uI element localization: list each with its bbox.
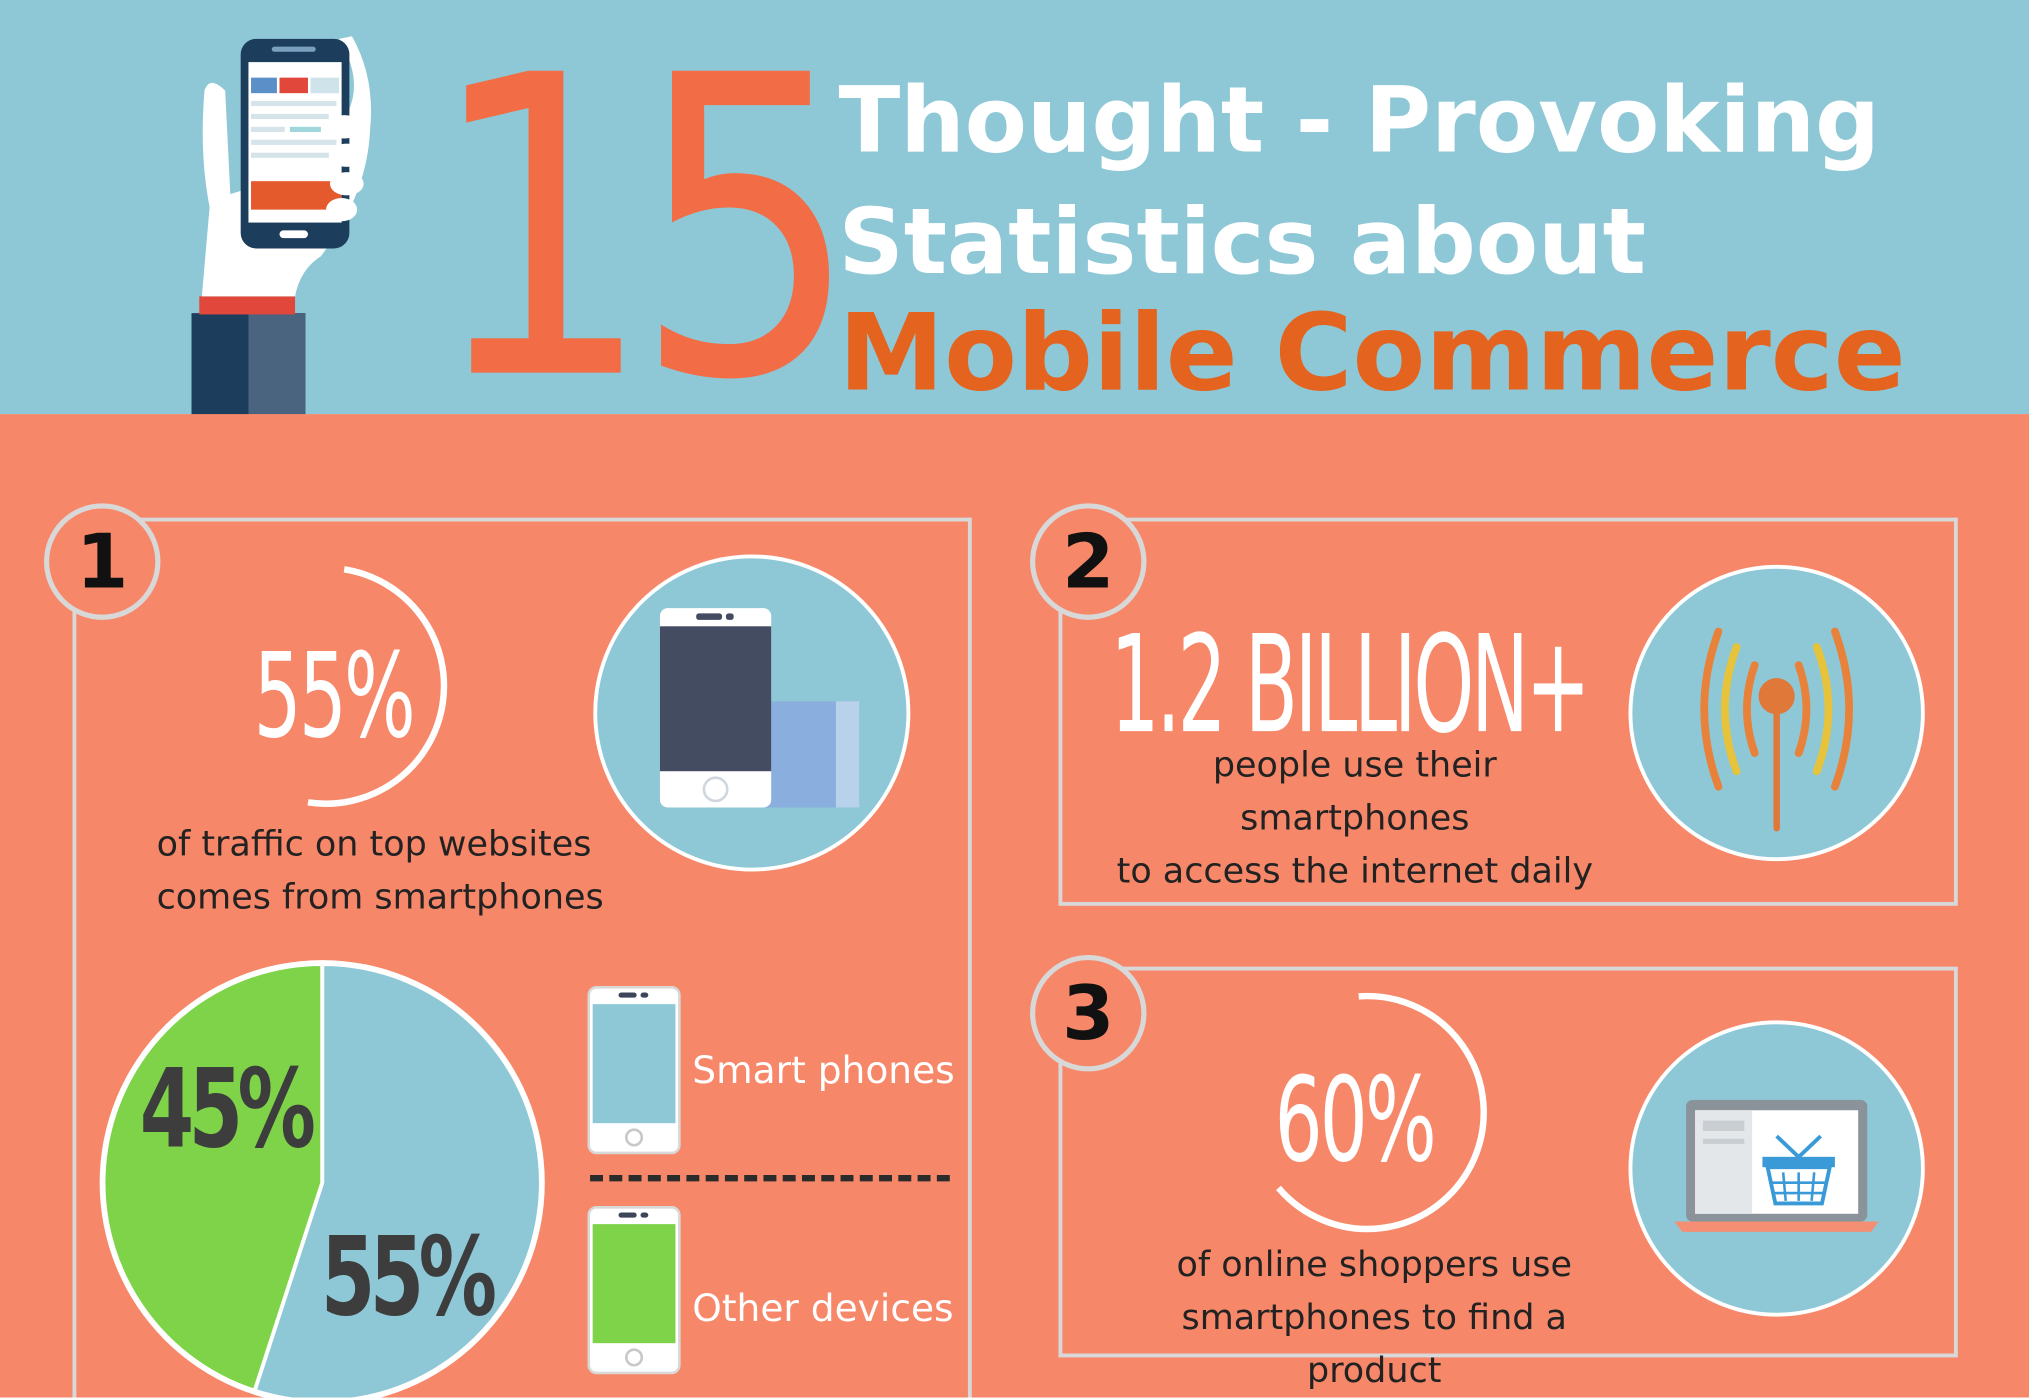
stat-description-2-line-1: people use their smartphones bbox=[1212, 745, 1497, 839]
progress-ring-3 bbox=[1276, 992, 1487, 1233]
stat-description-1-line-1: of traffic on top websites bbox=[156, 824, 592, 865]
headline-number: 15 bbox=[427, 0, 860, 472]
stat-panel-3 bbox=[1058, 966, 1958, 1358]
header-banner: 15 Thought - Provoking Statistics about … bbox=[0, 0, 2029, 437]
stat-description-2-line-2: to access the internet daily bbox=[1116, 851, 1594, 892]
pie-label-smartphones: 55% bbox=[320, 1213, 497, 1341]
stat-description-3: of online shoppers use smartphones to fi… bbox=[1113, 1238, 1636, 1397]
wireless-signal-icon bbox=[1628, 564, 1925, 862]
stat-badge-3: 3 bbox=[1030, 954, 1147, 1072]
legend-divider bbox=[590, 1174, 950, 1182]
stat-value-3: 60% bbox=[1274, 1053, 1437, 1190]
pie-slice-smart-phones bbox=[252, 962, 543, 1398]
stat-value-2: 1.2 BILLION+ bbox=[1110, 605, 1590, 764]
title-line-3: Mobile Commerce bbox=[838, 292, 1906, 416]
smartphone-blue-icon bbox=[587, 986, 681, 1155]
pie-slice-other-devices bbox=[101, 962, 325, 1394]
title-line-1: Thought - Provoking bbox=[838, 67, 1880, 174]
laptop-shopping-basket-icon bbox=[1628, 1020, 1925, 1317]
stat-panel-2 bbox=[1058, 517, 1958, 906]
stat-description-2: people use their smartphones to access t… bbox=[1102, 739, 1607, 898]
stat-badge-1: 1 bbox=[43, 503, 161, 620]
hand-holding-phone-icon bbox=[191, 36, 372, 417]
stat-badge-2: 2 bbox=[1030, 503, 1147, 620]
pie-label-other: 45% bbox=[139, 1045, 316, 1173]
legend-other-devices: Other devices bbox=[692, 1286, 954, 1331]
stat-description-3-line-1: of online shoppers use bbox=[1176, 1244, 1573, 1285]
smartphone-tablet-icon bbox=[593, 554, 911, 872]
smartphone-green-icon bbox=[587, 1206, 681, 1375]
legend-smart-phones: Smart phones bbox=[692, 1048, 955, 1093]
stat-description-1: of traffic on top websites comes from sm… bbox=[157, 818, 604, 924]
stat-description-1-line-2: comes from smartphones bbox=[156, 877, 604, 918]
stat-description-3-line-2: smartphones to find a product bbox=[1181, 1297, 1567, 1392]
device-share-pie-chart bbox=[99, 960, 545, 1398]
progress-ring-1 bbox=[307, 566, 448, 807]
stat-value-1: 55% bbox=[253, 628, 416, 765]
stat-panel-1 bbox=[72, 517, 972, 1398]
title-line-2: Statistics about bbox=[838, 188, 1646, 296]
